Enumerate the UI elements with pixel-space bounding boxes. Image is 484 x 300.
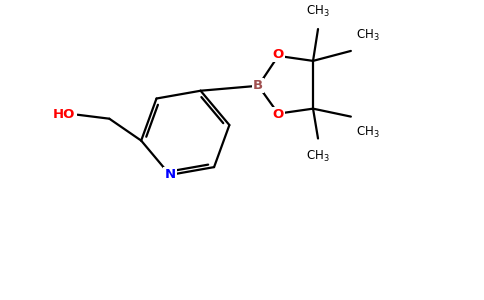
Text: B: B <box>253 79 263 92</box>
Text: CH$_3$: CH$_3$ <box>356 28 379 43</box>
Text: O: O <box>272 108 284 121</box>
Text: O: O <box>272 48 284 62</box>
Text: HO: HO <box>53 108 76 121</box>
Text: N: N <box>165 168 176 182</box>
Text: CH$_3$: CH$_3$ <box>356 124 379 140</box>
Text: CH$_3$: CH$_3$ <box>306 4 330 19</box>
Text: CH$_3$: CH$_3$ <box>306 148 330 164</box>
